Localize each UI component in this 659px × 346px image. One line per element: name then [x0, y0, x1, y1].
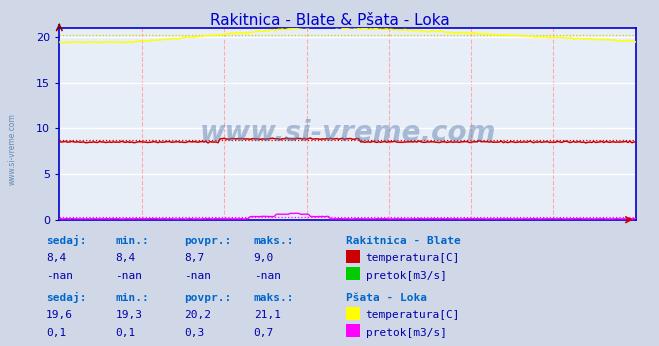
Text: 0,3: 0,3: [185, 328, 205, 338]
Text: min.:: min.:: [115, 293, 149, 303]
Text: 19,3: 19,3: [115, 310, 142, 320]
Text: temperatura[C]: temperatura[C]: [366, 310, 460, 320]
Text: maks.:: maks.:: [254, 236, 294, 246]
Text: Pšata - Loka: Pšata - Loka: [346, 293, 427, 303]
Text: -nan: -nan: [115, 271, 142, 281]
Text: Rakitnica - Blate & Pšata - Loka: Rakitnica - Blate & Pšata - Loka: [210, 13, 449, 28]
Text: sedaj:: sedaj:: [46, 235, 86, 246]
Text: povpr.:: povpr.:: [185, 236, 232, 246]
Text: 0,1: 0,1: [46, 328, 67, 338]
Text: -nan: -nan: [185, 271, 212, 281]
Text: 8,4: 8,4: [115, 253, 136, 263]
Text: 0,1: 0,1: [115, 328, 136, 338]
Text: temperatura[C]: temperatura[C]: [366, 253, 460, 263]
Text: 19,6: 19,6: [46, 310, 73, 320]
Text: pretok[m3/s]: pretok[m3/s]: [366, 328, 447, 338]
Text: www.si-vreme.com: www.si-vreme.com: [200, 119, 496, 147]
Text: pretok[m3/s]: pretok[m3/s]: [366, 271, 447, 281]
Text: 8,7: 8,7: [185, 253, 205, 263]
Text: www.si-vreme.com: www.si-vreme.com: [7, 113, 16, 185]
Text: 8,4: 8,4: [46, 253, 67, 263]
Text: -nan: -nan: [254, 271, 281, 281]
Text: povpr.:: povpr.:: [185, 293, 232, 303]
Text: 21,1: 21,1: [254, 310, 281, 320]
Text: -nan: -nan: [46, 271, 73, 281]
Text: 20,2: 20,2: [185, 310, 212, 320]
Text: maks.:: maks.:: [254, 293, 294, 303]
Text: 9,0: 9,0: [254, 253, 274, 263]
Text: min.:: min.:: [115, 236, 149, 246]
Text: 0,7: 0,7: [254, 328, 274, 338]
Text: sedaj:: sedaj:: [46, 292, 86, 303]
Text: Rakitnica - Blate: Rakitnica - Blate: [346, 236, 461, 246]
